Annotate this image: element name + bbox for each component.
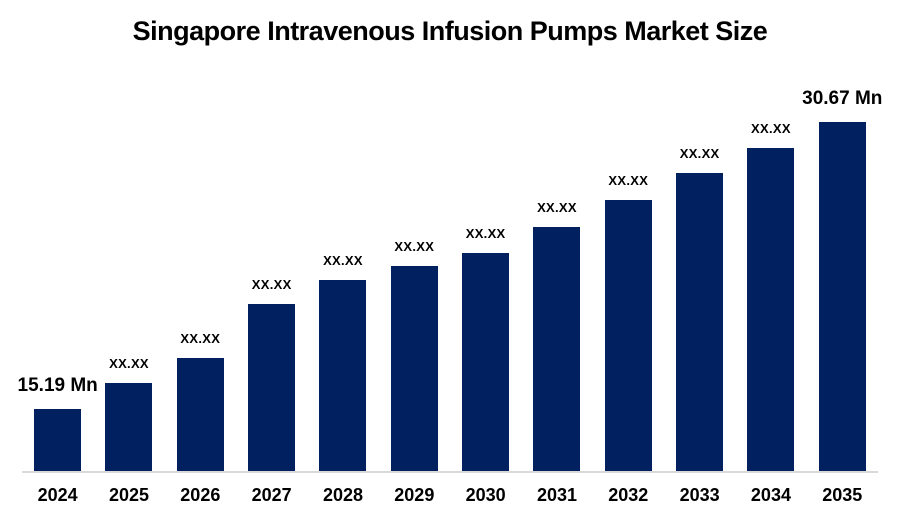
x-tick-2030: 2030 xyxy=(465,485,506,505)
bar-value-label-2029: XX.XX xyxy=(394,239,435,254)
bar-value-label-2035: 30.67 Mn xyxy=(802,88,883,109)
x-tick-2032: 2032 xyxy=(608,485,649,505)
x-tick-2024: 2024 xyxy=(37,485,78,505)
bar-2032 xyxy=(604,200,652,471)
bar-column-2027: XX.XX xyxy=(236,277,307,471)
bar-column-2028: XX.XX xyxy=(307,253,378,471)
bar-value-label-2026: XX.XX xyxy=(180,331,221,346)
x-tick-2033: 2033 xyxy=(679,485,720,505)
bar-column-2032: XX.XX xyxy=(593,173,664,471)
x-tick-2031: 2031 xyxy=(536,485,577,505)
bar-2029 xyxy=(390,266,438,471)
bar-value-label-2030: XX.XX xyxy=(465,226,506,241)
bar-2026 xyxy=(176,358,224,471)
x-tick-2034: 2034 xyxy=(750,485,791,505)
bar-2027 xyxy=(248,304,296,471)
bar-value-label-2032: XX.XX xyxy=(608,173,649,188)
bar-value-label-2034: XX.XX xyxy=(751,121,791,136)
bar-value-label-2033: XX.XX xyxy=(679,146,720,161)
x-tick-2025: 2025 xyxy=(108,485,150,505)
bar-2028 xyxy=(319,280,367,471)
x-tick-2026: 2026 xyxy=(180,485,221,505)
chart-title: Singapore Intravenous Infusion Pumps Mar… xyxy=(132,16,768,46)
x-tick-2029: 2029 xyxy=(394,485,435,505)
bar-2024 xyxy=(34,409,82,471)
bar-2030 xyxy=(462,253,510,471)
bar-column-2024: 15.19 Mn xyxy=(18,375,98,471)
bar-column-2029: XX.XX xyxy=(379,239,450,471)
bar-value-label-2027: XX.XX xyxy=(251,277,292,292)
bar-value-label-2025: XX.XX xyxy=(109,356,149,371)
plot-area: 15.19 Mn XX.XX XX.XX XX.XX XX.XX XX.XX XX.XX XX… xyxy=(18,0,882,473)
x-axis: 2024 2025 2026 2027 2028 2029 2030 2031 2032 2033… xyxy=(22,485,878,506)
bar-column-2030: XX.XX xyxy=(450,226,521,471)
bar-column-2035: 30.67 Mn xyxy=(802,88,882,471)
bar-column-2033: XX.XX xyxy=(664,146,735,471)
bar-column-2034: XX.XX xyxy=(735,121,806,471)
x-tick-2027: 2027 xyxy=(251,485,292,505)
bar-column-2025: XX.XX xyxy=(93,356,164,471)
x-tick-2028: 2028 xyxy=(322,485,363,505)
x-tick-2035: 2035 xyxy=(822,485,863,505)
bar-value-label-2031: XX.XX xyxy=(537,200,577,215)
bar-2034 xyxy=(747,148,795,471)
bar-column-2026: XX.XX xyxy=(165,331,236,471)
bar-value-label-2028: XX.XX xyxy=(323,253,363,268)
bar-2033 xyxy=(676,173,724,471)
bar-column-2031: XX.XX xyxy=(521,200,592,471)
bar-2025 xyxy=(105,383,153,471)
bar-2035 xyxy=(818,122,866,471)
bar-2031 xyxy=(533,227,581,471)
bar-value-label-2024: 15.19 Mn xyxy=(17,375,98,396)
